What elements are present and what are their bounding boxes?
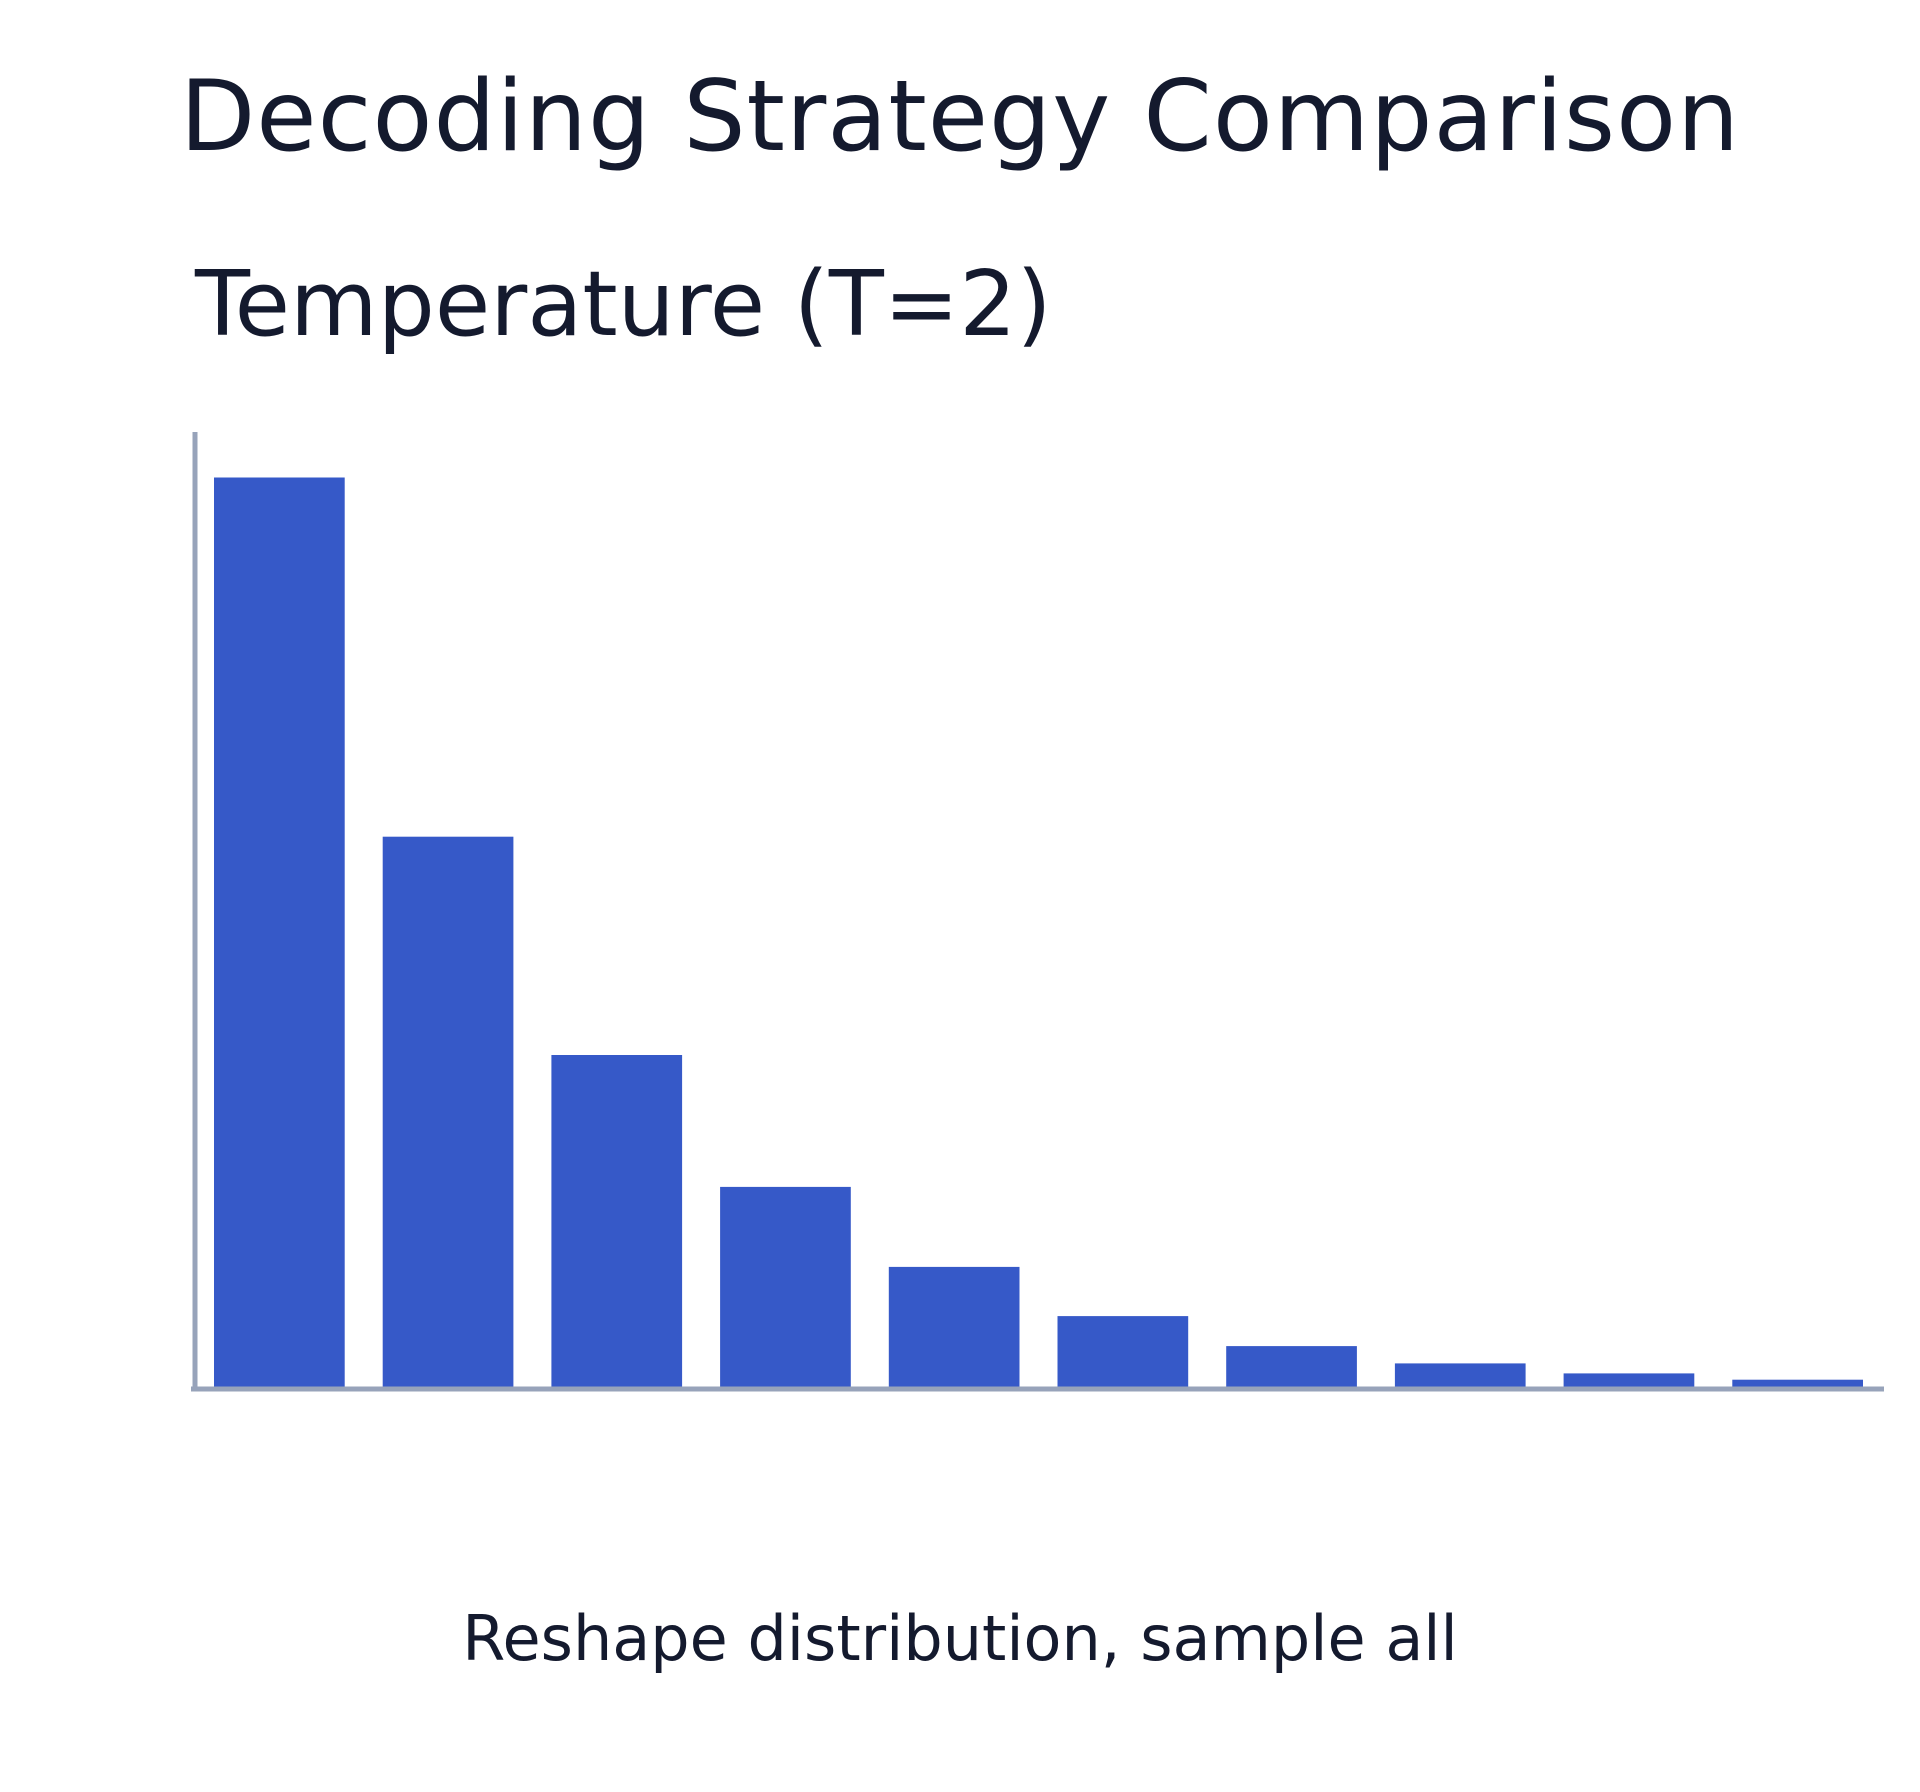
bar-2 xyxy=(382,836,514,1387)
page-title: Decoding Strategy Comparison xyxy=(179,60,1741,174)
bar-group xyxy=(214,477,1863,1387)
bar-8 xyxy=(1394,1363,1526,1387)
chart-title: Temperature (T=2) xyxy=(195,252,1052,357)
bar-4 xyxy=(720,1186,851,1387)
bar-3 xyxy=(551,1055,683,1387)
bar-1 xyxy=(214,477,345,1387)
chart-caption: Reshape distribution, sample all xyxy=(462,1602,1458,1675)
bar-5 xyxy=(888,1266,1020,1387)
bar-10 xyxy=(1732,1379,1863,1387)
bar-6 xyxy=(1057,1316,1189,1387)
bar-9 xyxy=(1563,1373,1695,1387)
bar-7 xyxy=(1226,1346,1357,1387)
